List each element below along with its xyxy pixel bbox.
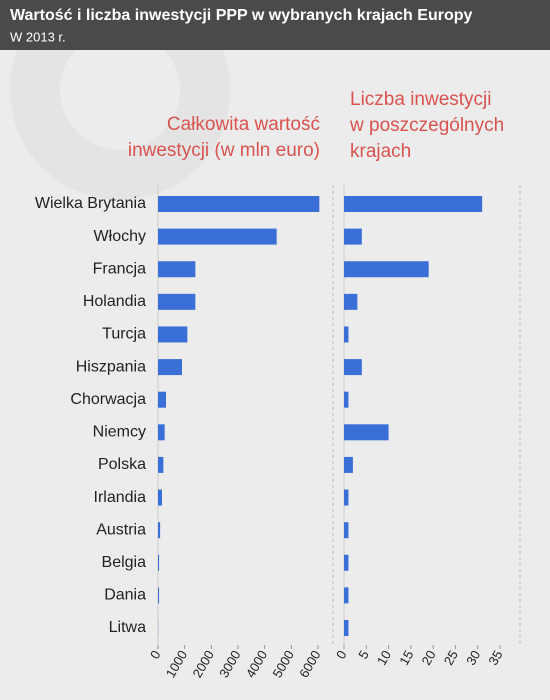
bar xyxy=(344,228,362,245)
x-tick-label: 20 xyxy=(418,648,438,668)
bar xyxy=(158,261,196,278)
bar xyxy=(344,196,483,212)
bar xyxy=(158,424,165,441)
bar xyxy=(344,489,349,506)
bar xyxy=(158,554,160,571)
bar xyxy=(158,489,162,506)
category-label: Turcja xyxy=(102,326,146,343)
subtitle: W 2013 r. xyxy=(10,29,66,44)
category-label: Belgia xyxy=(102,554,147,571)
axis-title: krajach xyxy=(350,141,411,162)
bar xyxy=(158,522,161,539)
category-label: Hiszpania xyxy=(76,358,146,375)
bar xyxy=(344,261,429,278)
category-label: Austria xyxy=(96,521,146,538)
bar xyxy=(344,391,349,408)
watermark-hole xyxy=(60,30,180,150)
bar xyxy=(158,587,160,604)
category-label: Holandia xyxy=(83,293,146,310)
bar xyxy=(158,293,196,310)
category-label: Chorwacja xyxy=(70,391,146,408)
title: Wartość i liczba inwestycji PPP w wybran… xyxy=(10,7,472,24)
category-label: Włochy xyxy=(94,228,146,245)
x-tick-label: 35 xyxy=(485,648,505,668)
category-label: Litwa xyxy=(109,619,146,636)
category-label: Francja xyxy=(93,260,146,277)
bar xyxy=(344,456,353,473)
x-tick-label: 10 xyxy=(374,648,394,668)
bar xyxy=(344,424,389,441)
bar xyxy=(158,359,182,376)
bar xyxy=(158,456,164,473)
category-label: Wielka Brytania xyxy=(35,195,146,212)
axis-title: w poszczególnych xyxy=(349,115,504,136)
category-label: Niemcy xyxy=(93,424,146,441)
bar xyxy=(158,391,166,408)
bar xyxy=(158,326,188,343)
axis-title: inwestycji (w mln euro) xyxy=(128,140,320,161)
header-bar xyxy=(0,0,550,50)
bar xyxy=(344,587,349,604)
bar xyxy=(344,326,349,343)
bar xyxy=(344,293,358,310)
x-tick-label: 15 xyxy=(396,648,416,668)
bar xyxy=(158,196,320,212)
bar xyxy=(344,359,362,376)
x-tick-label: 30 xyxy=(463,648,483,668)
bar xyxy=(344,620,349,636)
category-label: Dania xyxy=(104,587,146,604)
bar xyxy=(344,554,349,571)
x-tick-label: 25 xyxy=(441,648,461,668)
axis-title: Całkowita wartość xyxy=(167,114,320,135)
axis-title: Liczba inwestycji xyxy=(350,89,492,110)
category-label: Irlandia xyxy=(94,489,147,506)
bar xyxy=(158,228,277,245)
category-label: Polska xyxy=(98,456,146,473)
bar xyxy=(344,522,349,539)
